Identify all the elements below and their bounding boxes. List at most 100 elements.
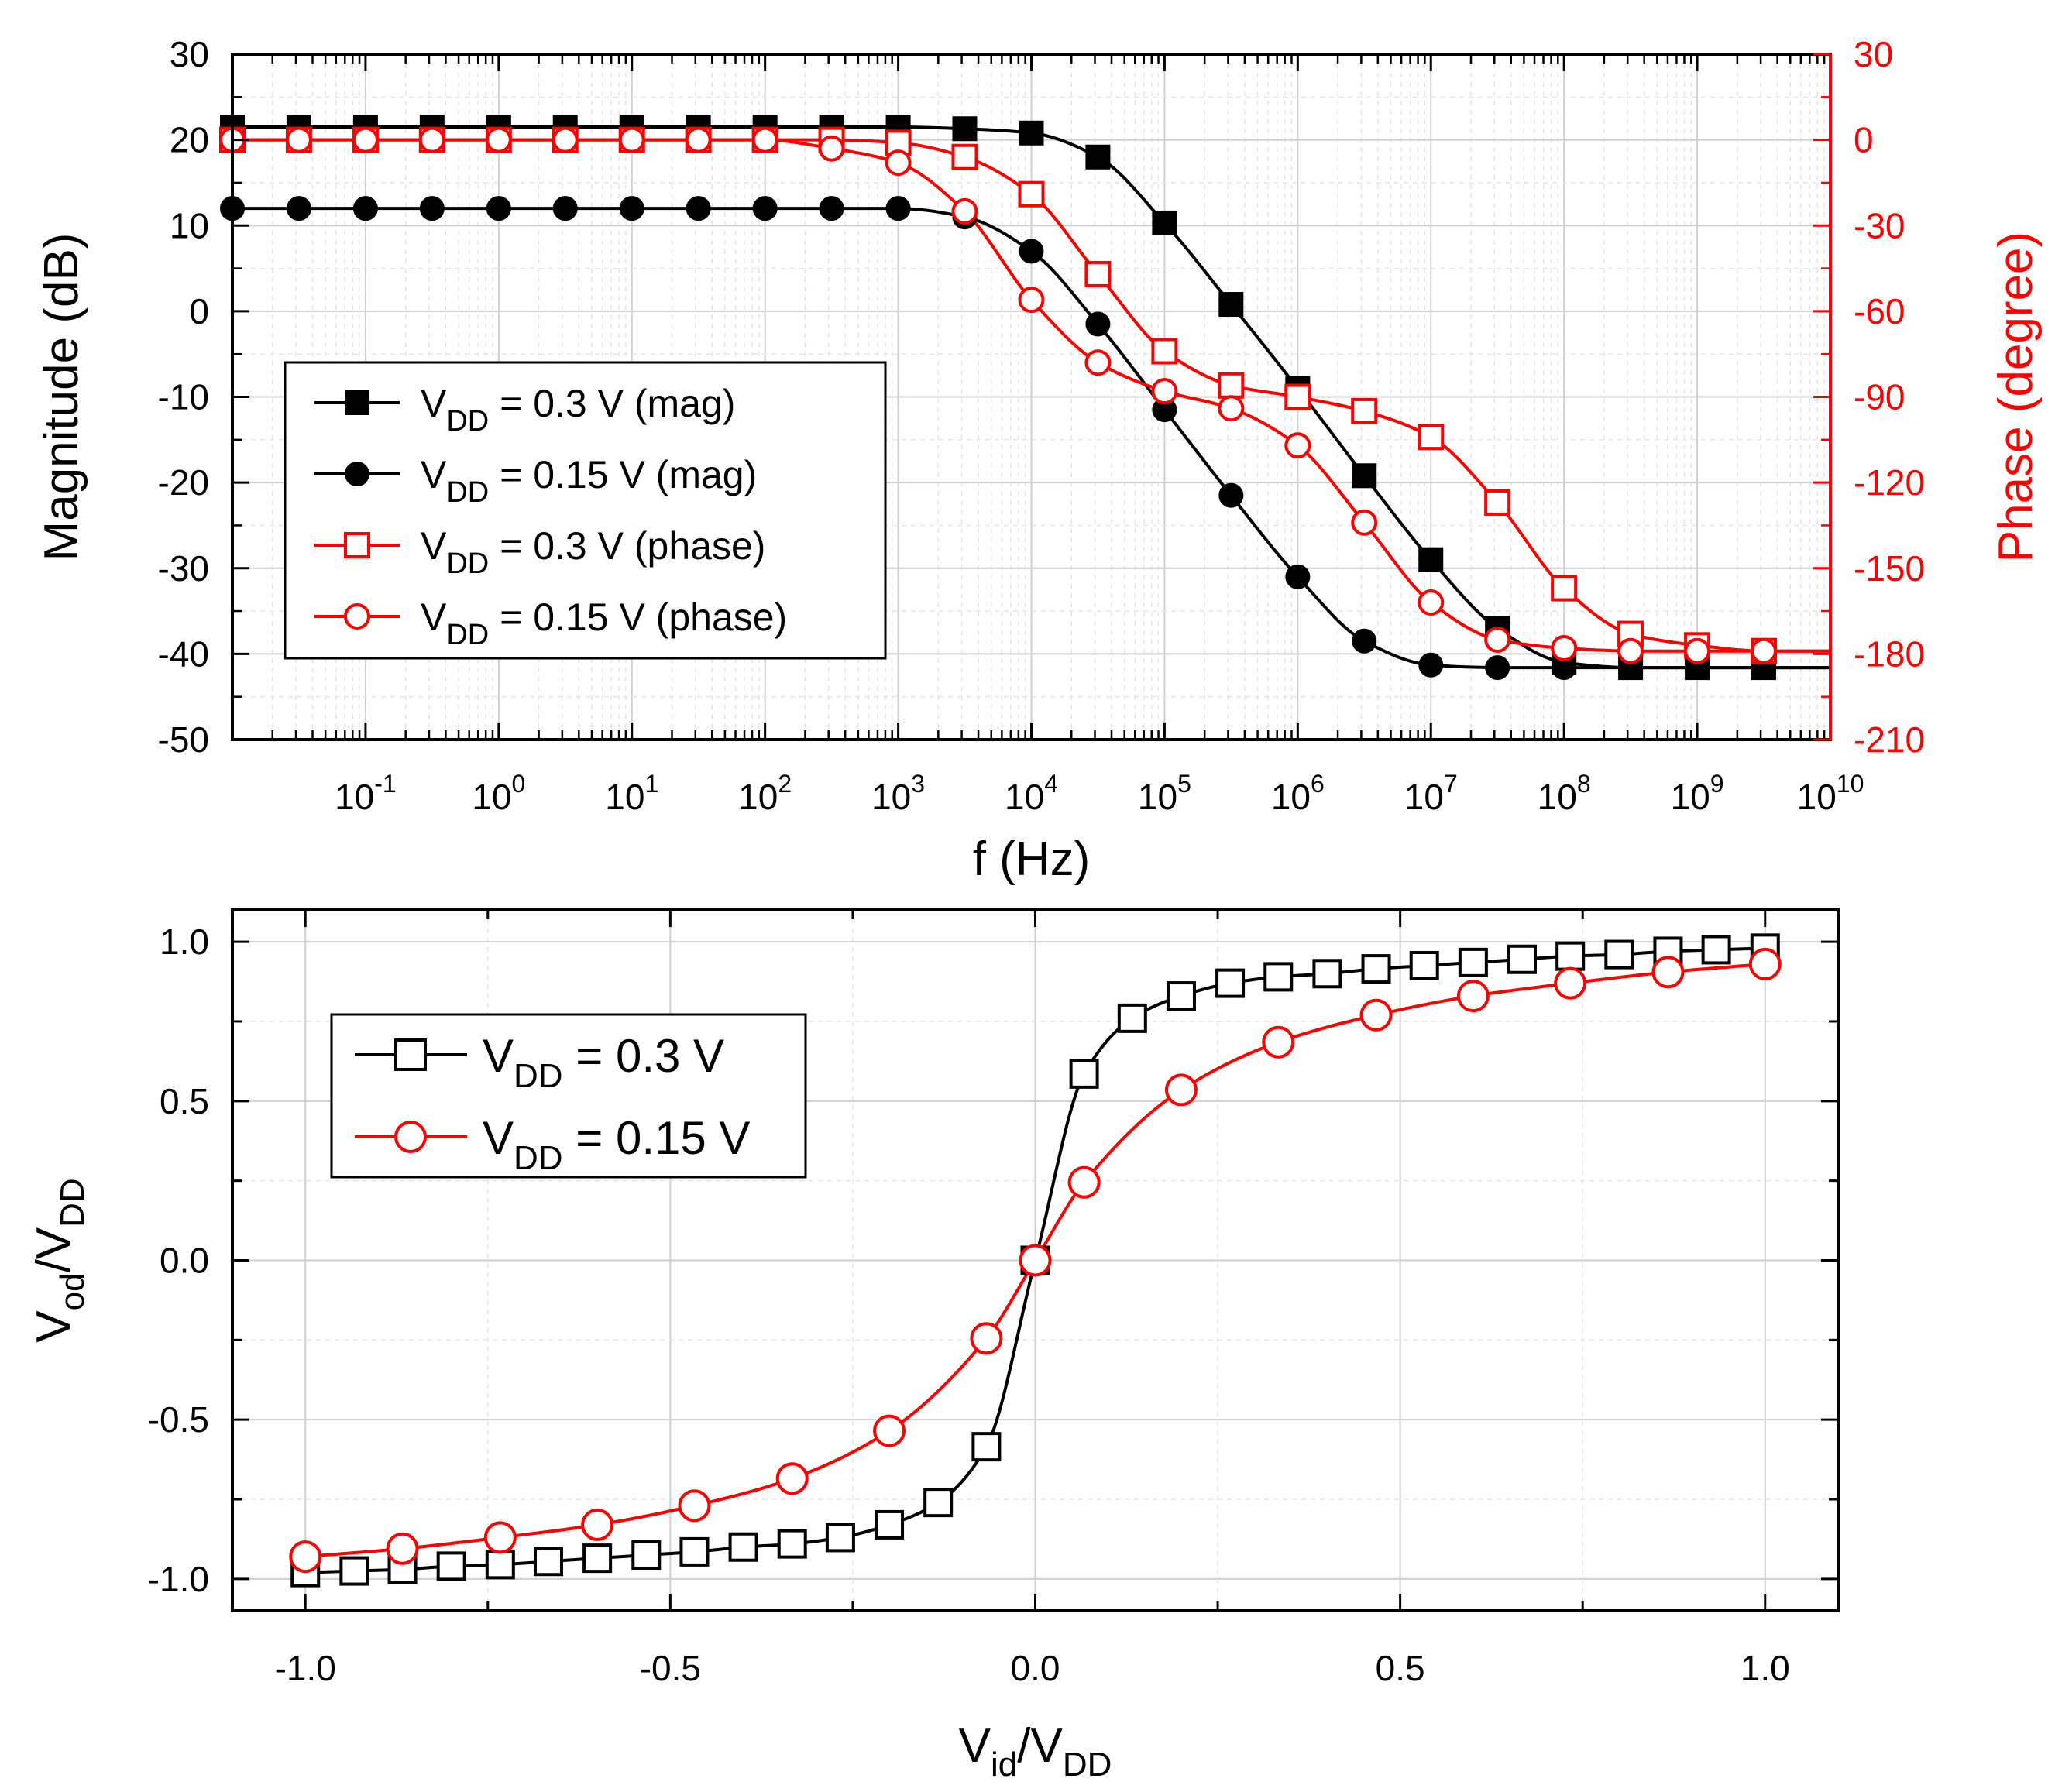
- transfer-legend-label-1: VDD = 0.15 V: [483, 1112, 750, 1177]
- series-1-open-circle-marker-16: [1748, 947, 1782, 980]
- bode-left-y-tick-label-1: 20: [170, 120, 209, 160]
- series-0-open-square-marker-22: [1361, 954, 1391, 984]
- series-0-open-square-marker-14: [971, 1432, 1002, 1462]
- bode-x-tick-exponent: 5: [1177, 770, 1191, 798]
- series-3-open-circle-marker-12: [1018, 287, 1045, 314]
- x-title-sub-id: id: [991, 1746, 1017, 1783]
- legend-sub: DD: [446, 476, 489, 509]
- legend-rest: = 0.3 V (mag): [489, 382, 735, 425]
- series-1-open-circle-marker-3: [581, 1508, 614, 1541]
- transfer-y-tick-label-3: -0.5: [148, 1399, 209, 1440]
- transfer-markers: [289, 933, 1782, 1588]
- series-1-filled-circle-marker-4: [486, 196, 511, 221]
- bode-right-y-axis-title: Phase (degree): [1989, 232, 2043, 562]
- series-3-open-circle-marker-4: [485, 126, 512, 153]
- bode-left-y-tick-label-5: -20: [158, 462, 209, 503]
- bode-x-tick-base: 10: [335, 777, 374, 817]
- series-0-filled-square-marker-15: [1218, 292, 1244, 318]
- bode-left-tick-labels: 30 20 10 0 -10 -20 -30 -40 -50: [158, 34, 209, 760]
- series-3-open-circle-marker-19: [1484, 626, 1511, 653]
- series-2-open-square-marker-11: [951, 143, 978, 170]
- series-1-filled-circle-marker-1: [286, 196, 311, 221]
- series-0-filled-square-marker-14: [1152, 210, 1177, 235]
- bode-right-y-tick-label-3: -60: [1854, 291, 1905, 331]
- bode-legend-marker-0: [345, 390, 369, 415]
- series-0-open-square-marker-1: [339, 1556, 369, 1586]
- series-0-open-square-marker-27: [1604, 939, 1634, 970]
- series-3-open-circle-marker-5: [552, 126, 579, 153]
- transfer-x-tick-label-3: 0.5: [1376, 1648, 1425, 1688]
- series-3-open-circle-marker-17: [1351, 509, 1378, 536]
- series-2-open-square-marker-15: [1218, 372, 1245, 399]
- bode-left-y-tick-label-8: -50: [158, 719, 209, 760]
- bode-x-tick-base: 10: [738, 777, 778, 817]
- bode-legend-marker-1: [345, 462, 369, 486]
- series-0-filled-square-marker-12: [1019, 120, 1044, 146]
- series-3-open-circle-marker-15: [1218, 395, 1245, 422]
- series-3-open-circle-marker-13: [1084, 349, 1112, 376]
- series-0-open-square-marker-5: [534, 1547, 564, 1577]
- series-0-open-square-marker-24: [1458, 947, 1488, 977]
- bode-right-y-tick-label-8: -210: [1854, 719, 1925, 760]
- bode-x-tick-base: 10: [472, 777, 511, 817]
- transfer-y-axis-title: Vod/VDD: [27, 1178, 91, 1342]
- series-3-open-circle-marker-23: [1750, 637, 1777, 664]
- bode-x-tick-label-3: 102: [738, 770, 792, 817]
- bode-x-tick-base: 10: [1404, 777, 1444, 817]
- bode-x-tick-base: 10: [1671, 777, 1710, 817]
- series-2-open-square-marker-20: [1551, 575, 1578, 602]
- series-0-filled-square-marker-18: [1418, 547, 1444, 572]
- bode-x-tick-label-8: 107: [1404, 770, 1458, 817]
- legend-sub: DD: [514, 1139, 563, 1177]
- transfer-legend-marker-0: [394, 1038, 427, 1071]
- series-1-open-circle-marker-10: [1164, 1073, 1198, 1107]
- y-title-sub-od: od: [53, 1272, 91, 1310]
- series-3-open-circle-marker-2: [352, 126, 379, 153]
- legend-rest: = 0.15 V: [563, 1112, 751, 1164]
- bode-x-tick-base: 10: [1271, 777, 1311, 817]
- series-0-open-square-marker-17: [1117, 1003, 1147, 1033]
- transfer-x-tick-label-4: 1.0: [1741, 1648, 1790, 1688]
- y-title-over-v: /V: [27, 1227, 81, 1272]
- series-1-filled-circle-marker-17: [1352, 628, 1377, 654]
- series-0-open-square-marker-4: [485, 1550, 515, 1580]
- bode-left-y-tick-label-2: 10: [170, 205, 209, 245]
- transfer-y-tick-label-2: 0.0: [160, 1241, 209, 1281]
- bode-right-y-tick-label-0: 30: [1854, 34, 1893, 74]
- transfer-y-tick-labels: 1.0 0.5 0.0 -0.5 -1.0: [148, 922, 209, 1599]
- bode-left-y-tick-label-0: 30: [170, 34, 209, 74]
- series-3-open-circle-marker-14: [1151, 378, 1178, 405]
- series-1-filled-circle-marker-12: [1019, 239, 1044, 264]
- series-1-open-circle-marker-8: [1019, 1244, 1052, 1277]
- series-0-open-square-marker-16: [1069, 1059, 1099, 1089]
- bode-x-tick-label-5: 104: [1005, 770, 1058, 817]
- legend-v: V: [483, 1030, 514, 1082]
- series-1-open-circle-marker-2: [483, 1521, 517, 1554]
- series-1-open-circle-marker-13: [1456, 980, 1490, 1013]
- bode-right-y-tick-label-4: -90: [1854, 377, 1905, 417]
- series-0-open-square-marker-25: [1507, 944, 1537, 974]
- bode-right-y-tick-label-7: -180: [1854, 633, 1925, 674]
- bode-x-tick-label-4: 103: [871, 770, 925, 817]
- series-1-filled-circle-marker-5: [552, 196, 578, 221]
- series-3-open-circle-marker-6: [618, 126, 645, 153]
- series-0-open-square-marker-8: [679, 1536, 710, 1567]
- series-3-open-circle-marker-10: [885, 149, 912, 177]
- transfer-plot: 1.00.50.0-0.5-1.0 -1.0 -0.5 0.0 0.5 1.0 Vid/…: [27, 908, 1840, 1783]
- bode-x-tick-base: 10: [1005, 777, 1044, 817]
- transfer-legend-marker-1: [394, 1121, 427, 1153]
- series-3-open-circle-marker-9: [818, 135, 845, 162]
- bode-legend-label-3: VDD = 0.15 V (phase): [421, 596, 787, 651]
- series-0-open-square-marker-12: [875, 1509, 905, 1540]
- series-1-filled-circle-marker-6: [619, 196, 644, 221]
- series-3-open-circle-marker-18: [1418, 589, 1445, 616]
- series-1-open-circle-marker-14: [1554, 966, 1587, 1000]
- bode-x-tick-base: 10: [1797, 777, 1837, 817]
- transfer-x-tick-labels: -1.0 -0.5 0.0 0.5 1.0: [275, 1648, 1790, 1688]
- bode-x-tick-label-0: 10-1: [335, 770, 397, 817]
- series-1-filled-circle-marker-3: [419, 196, 445, 221]
- bode-right-y-tick-label-1: 0: [1854, 120, 1874, 160]
- bode-legend-marker-2: [344, 532, 370, 558]
